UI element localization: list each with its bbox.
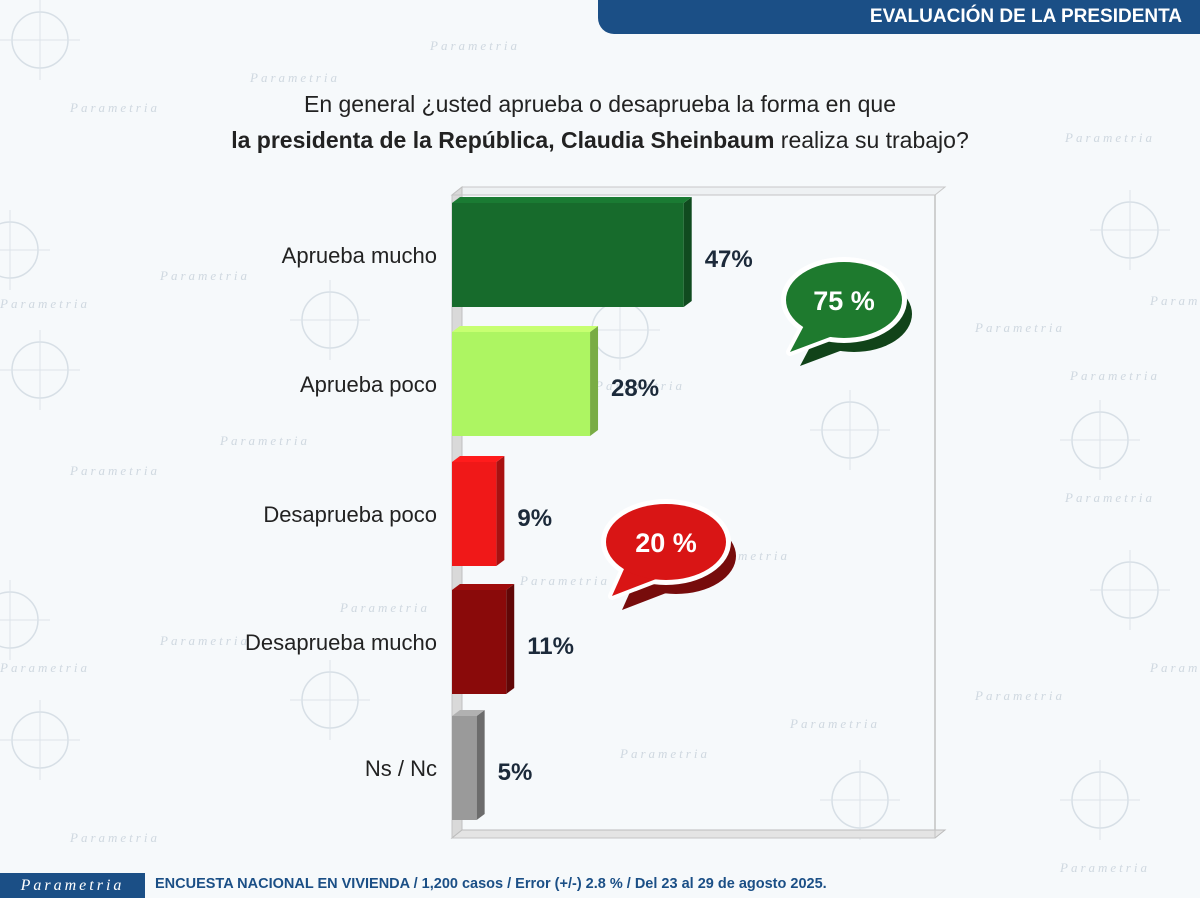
watermark-text: Parametria [1069,368,1160,383]
bar-side [590,326,599,436]
bar-side [476,710,485,820]
value-label: 47% [705,246,753,273]
watermark-text: Parametria [1059,860,1150,875]
bubble-body [786,262,902,338]
bar-front [452,716,477,820]
parametria-logo: Parametria [0,873,145,898]
watermark-text: Parametria [0,296,90,311]
bar-aprueba-mucho [452,197,692,307]
total-desaprueba-bubble: 20 % [601,499,736,610]
watermark-text: Parametria [1149,660,1200,675]
section-title-banner: EVALUACIÓN DE LA PRESIDENTA [598,0,1200,34]
bar-side [496,456,505,566]
value-label: 9% [517,505,552,532]
chart-floor [450,829,947,839]
bubble-body [606,504,726,580]
bar-top [452,197,692,203]
bubble-tail-shadow [800,332,848,366]
bar-aprueba-poco [452,326,599,436]
watermark-text: Parametria [619,746,710,761]
watermark-text: Parametria [789,716,880,731]
watermark-text: Parametria [1149,293,1200,308]
value-label: 5% [498,759,533,786]
category-label: Desaprueba mucho [245,630,437,655]
watermark-text: Parametria [69,100,160,115]
watermark-text: Parametria [69,830,160,845]
question-line-2: la presidenta de la República, Claudia S… [190,122,1010,158]
footer-source: ENCUESTA NACIONAL EN VIVIENDA / 1,200 ca… [155,876,827,892]
question-line-2-bold: la presidenta de la República, Claudia S… [231,127,775,153]
bar-top [452,710,485,716]
bubble-text: 20 % [635,528,697,558]
watermark-text: Parametria [69,463,160,478]
total-aprueba-bubble: 75 % [781,257,912,366]
bubble-tail [790,318,838,352]
bar-front [452,590,507,694]
watermark-text: Parametria [249,70,340,85]
bar-front [452,332,591,436]
footer-logo-text: Parametria [20,877,125,894]
bar-side [506,584,515,694]
bubble-text: 75 % [813,286,875,316]
category-label: Aprueba poco [300,372,437,397]
watermark-text: Parametria [159,268,250,283]
watermark-text: Parametria [974,320,1065,335]
section-title: EVALUACIÓN DE LA PRESIDENTA [869,6,1182,27]
watermark-text: Parametria [219,433,310,448]
bar-front [452,462,497,566]
bar-top [452,456,505,462]
question-line-1: En general ¿usted aprueba o desaprueba l… [303,91,897,117]
bar-ns-nc [452,710,485,820]
watermark-text: Parametria [159,633,250,648]
category-label: Aprueba mucho [282,243,437,268]
watermark-text: Parametria [429,38,520,53]
question-line-2-rest: realiza su trabajo? [774,127,969,153]
chart-frame-top [450,186,947,196]
watermark-text: Parametria [0,660,90,675]
bar-top [452,584,515,590]
bar-front [452,203,684,307]
watermark-text: Parametria [1064,490,1155,505]
watermark-text: Parametria [519,573,610,588]
bar-desaprueba-poco [452,456,505,566]
watermark-text: Parametria [594,378,685,393]
bar-top [452,326,599,332]
watermark-text: Parametria [339,600,430,615]
category-label: Ns / Nc [365,756,437,781]
watermark-text: Parametria [1064,130,1155,145]
bar-side [683,197,692,307]
category-label: Desaprueba poco [263,502,437,527]
survey-question: En general ¿usted aprueba o desaprueba l… [190,86,1010,158]
bar-desaprueba-mucho [452,584,515,694]
value-label: 28% [611,375,659,402]
value-label: 11% [527,633,574,660]
watermark-text: Parametria [974,688,1065,703]
